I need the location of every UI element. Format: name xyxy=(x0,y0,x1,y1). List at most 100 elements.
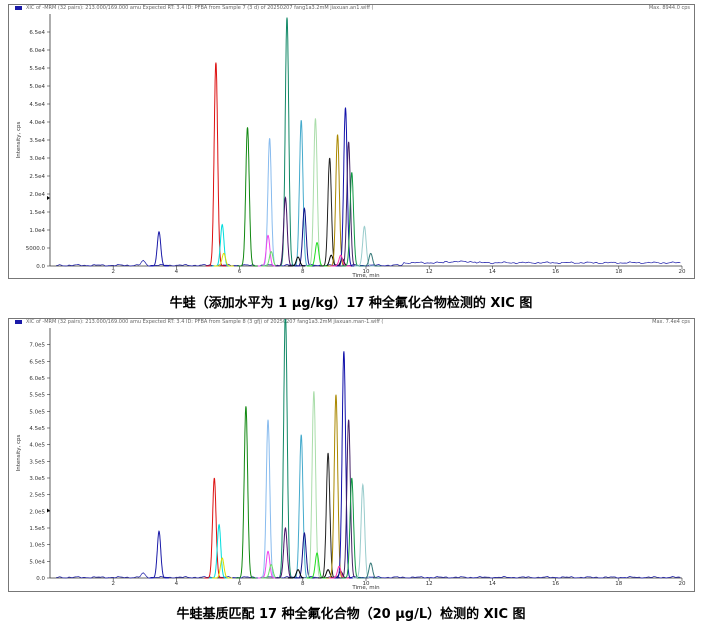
chromatogram-peak xyxy=(352,482,373,579)
x-tick-label: 8 xyxy=(301,581,305,587)
chromatogram-peak xyxy=(291,120,312,267)
chromatogram-peak xyxy=(237,127,258,267)
header-max-intensity: Max. 8944.0 cps xyxy=(648,5,690,11)
chromatogram-peak xyxy=(205,62,226,267)
y-tick-label: 1.0e4 xyxy=(29,228,45,234)
x-tick-label: 14 xyxy=(489,581,496,587)
y-tick-label: 2.5e5 xyxy=(29,493,45,499)
chromatogram-peak xyxy=(213,252,234,267)
x-tick-label: 18 xyxy=(615,581,622,587)
chromatogram-peak xyxy=(360,562,381,579)
chromatogram-peak xyxy=(330,254,351,267)
chromatogram-peak xyxy=(306,241,328,267)
x-tick-label: 2 xyxy=(111,269,115,275)
chromatogram-peak xyxy=(360,252,381,267)
y-tick-label: 5.0e4 xyxy=(29,84,45,90)
x-tick-label: 2 xyxy=(111,581,115,587)
x-tick-label: 8 xyxy=(301,269,305,275)
y-tick-label: 5000.0 xyxy=(26,246,46,252)
x-tick-label: 18 xyxy=(615,269,622,275)
y-tick-label: 3.5e5 xyxy=(29,459,45,465)
x-tick-label: 4 xyxy=(175,581,179,587)
chromatogram-peak xyxy=(204,477,225,579)
y-tick-label: 3.0e5 xyxy=(29,476,45,482)
x-tick-label: 6 xyxy=(238,581,242,587)
xic-chart-1: 0.0 5000.0 1.0e4 1.5e4 2.0e4 2.5e4 3.0e4 3.5e4 4… xyxy=(16,14,686,278)
chromatogram-panel-1: XIC of -MRM (32 pairs): 213.000/169.000 … xyxy=(8,4,695,279)
trace-color-swatch xyxy=(15,320,22,324)
trace-color-swatch xyxy=(15,6,22,10)
x-tick-label: 4 xyxy=(175,269,179,275)
y-tick-label: 5.5e4 xyxy=(29,66,45,72)
y-tick-label: 4.5e4 xyxy=(29,102,45,108)
y-axis-label: Intensity, cps xyxy=(16,121,22,158)
chromatogram-peak xyxy=(319,157,340,267)
y-tick-label: 4.0e4 xyxy=(29,120,45,126)
chromatogram-peak xyxy=(341,477,362,579)
y-tick-label: 5.0e5 xyxy=(29,409,45,415)
y-tick-label: 0.0 xyxy=(36,576,45,582)
chromatogram-peak xyxy=(275,526,296,579)
chromatogram-peak xyxy=(257,419,279,579)
x-tick-label: 20 xyxy=(679,581,686,587)
figure-caption-1: 牛蛙（添加水平为 1 μg/kg）17 种全氟化合物检测的 XIC 图 xyxy=(169,296,533,311)
x-tick-label: 6 xyxy=(238,269,242,275)
x-tick-label: 12 xyxy=(426,581,433,587)
x-tick-label: 14 xyxy=(489,269,496,275)
chromatogram-peak xyxy=(275,196,296,267)
xic-chart-2: 0.0 5.0e4 1.0e5 1.5e5 2.0e5 2.5e5 3.0e5 3.5e5 4.… xyxy=(16,319,686,591)
x-tick-label: 12 xyxy=(426,269,433,275)
chromatogram-peak xyxy=(318,452,339,579)
chromatogram-panel-2: XIC of -MRM (32 pairs): 213.000/169.000 … xyxy=(8,318,695,592)
y-tick-label: 5.5e5 xyxy=(29,393,45,399)
header-title: XIC of -MRM (32 pairs): 213.000/169.000 … xyxy=(26,5,374,11)
cursor-marker xyxy=(47,508,50,513)
x-tick-label: 10 xyxy=(363,581,370,587)
y-tick-label: 3.5e4 xyxy=(29,138,45,144)
y-tick-label: 6.5e4 xyxy=(29,30,45,36)
chromatogram-peak xyxy=(287,256,309,267)
chromatogram-peak xyxy=(257,234,279,267)
y-tick-label: 1.5e5 xyxy=(29,526,45,532)
chromatogram-peak xyxy=(148,530,169,579)
chromatogram-peak xyxy=(303,391,324,579)
y-tick-label: 0.0 xyxy=(36,264,45,270)
header-title: XIC of -MRM (32 pairs): 213.000/169.000 … xyxy=(26,319,384,325)
chromatogram-peak xyxy=(275,319,296,579)
chromatogram-peak xyxy=(354,225,375,267)
chromatogram-peak xyxy=(148,230,169,267)
chromatogram-peak xyxy=(327,134,348,267)
chromatogram-peak xyxy=(306,552,328,579)
y-tick-label: 2.0e5 xyxy=(29,509,45,515)
panel-header: XIC of -MRM (32 pairs): 213.000/169.000 … xyxy=(9,319,694,326)
y-tick-label: 3.0e4 xyxy=(29,156,45,162)
x-axis-label: Time, min xyxy=(351,585,380,591)
baseline-trace xyxy=(56,259,681,267)
y-tick-label: 6.0e5 xyxy=(29,376,45,382)
chromatogram-peak xyxy=(333,351,354,579)
y-axis-label: Intensity, cps xyxy=(16,434,22,471)
figure-caption-2: 牛蛙基质匹配 17 种全氟化合物（20 μg/L）检测的 XIC 图 xyxy=(176,607,526,622)
y-tick-label: 7.0e5 xyxy=(29,343,45,349)
x-tick-label: 16 xyxy=(552,269,559,275)
y-tick-label: 1.5e4 xyxy=(29,210,45,216)
y-tick-label: 4.0e5 xyxy=(29,443,45,449)
y-tick-label: 4.5e5 xyxy=(29,426,45,432)
x-tick-label: 10 xyxy=(363,269,370,275)
header-max-intensity: Max. 7.4e4 cps xyxy=(652,319,690,325)
chromatogram-peak xyxy=(235,406,256,579)
chromatogram-peak xyxy=(305,118,326,267)
y-tick-label: 2.0e4 xyxy=(29,192,45,198)
x-tick-label: 16 xyxy=(552,581,559,587)
panel-header: XIC of -MRM (32 pairs): 213.000/169.000 … xyxy=(9,5,694,12)
y-tick-label: 6.5e5 xyxy=(29,359,45,365)
x-tick-label: 20 xyxy=(679,269,686,275)
y-tick-label: 5.0e4 xyxy=(29,559,45,565)
x-axis-label: Time, min xyxy=(351,273,380,278)
chromatogram-peak xyxy=(212,557,233,579)
cursor-marker xyxy=(47,195,50,200)
chromatogram-peak xyxy=(291,434,312,579)
y-tick-label: 2.5e4 xyxy=(29,174,45,180)
y-tick-label: 1.0e5 xyxy=(29,543,45,549)
y-tick-label: 6.0e4 xyxy=(29,48,45,54)
